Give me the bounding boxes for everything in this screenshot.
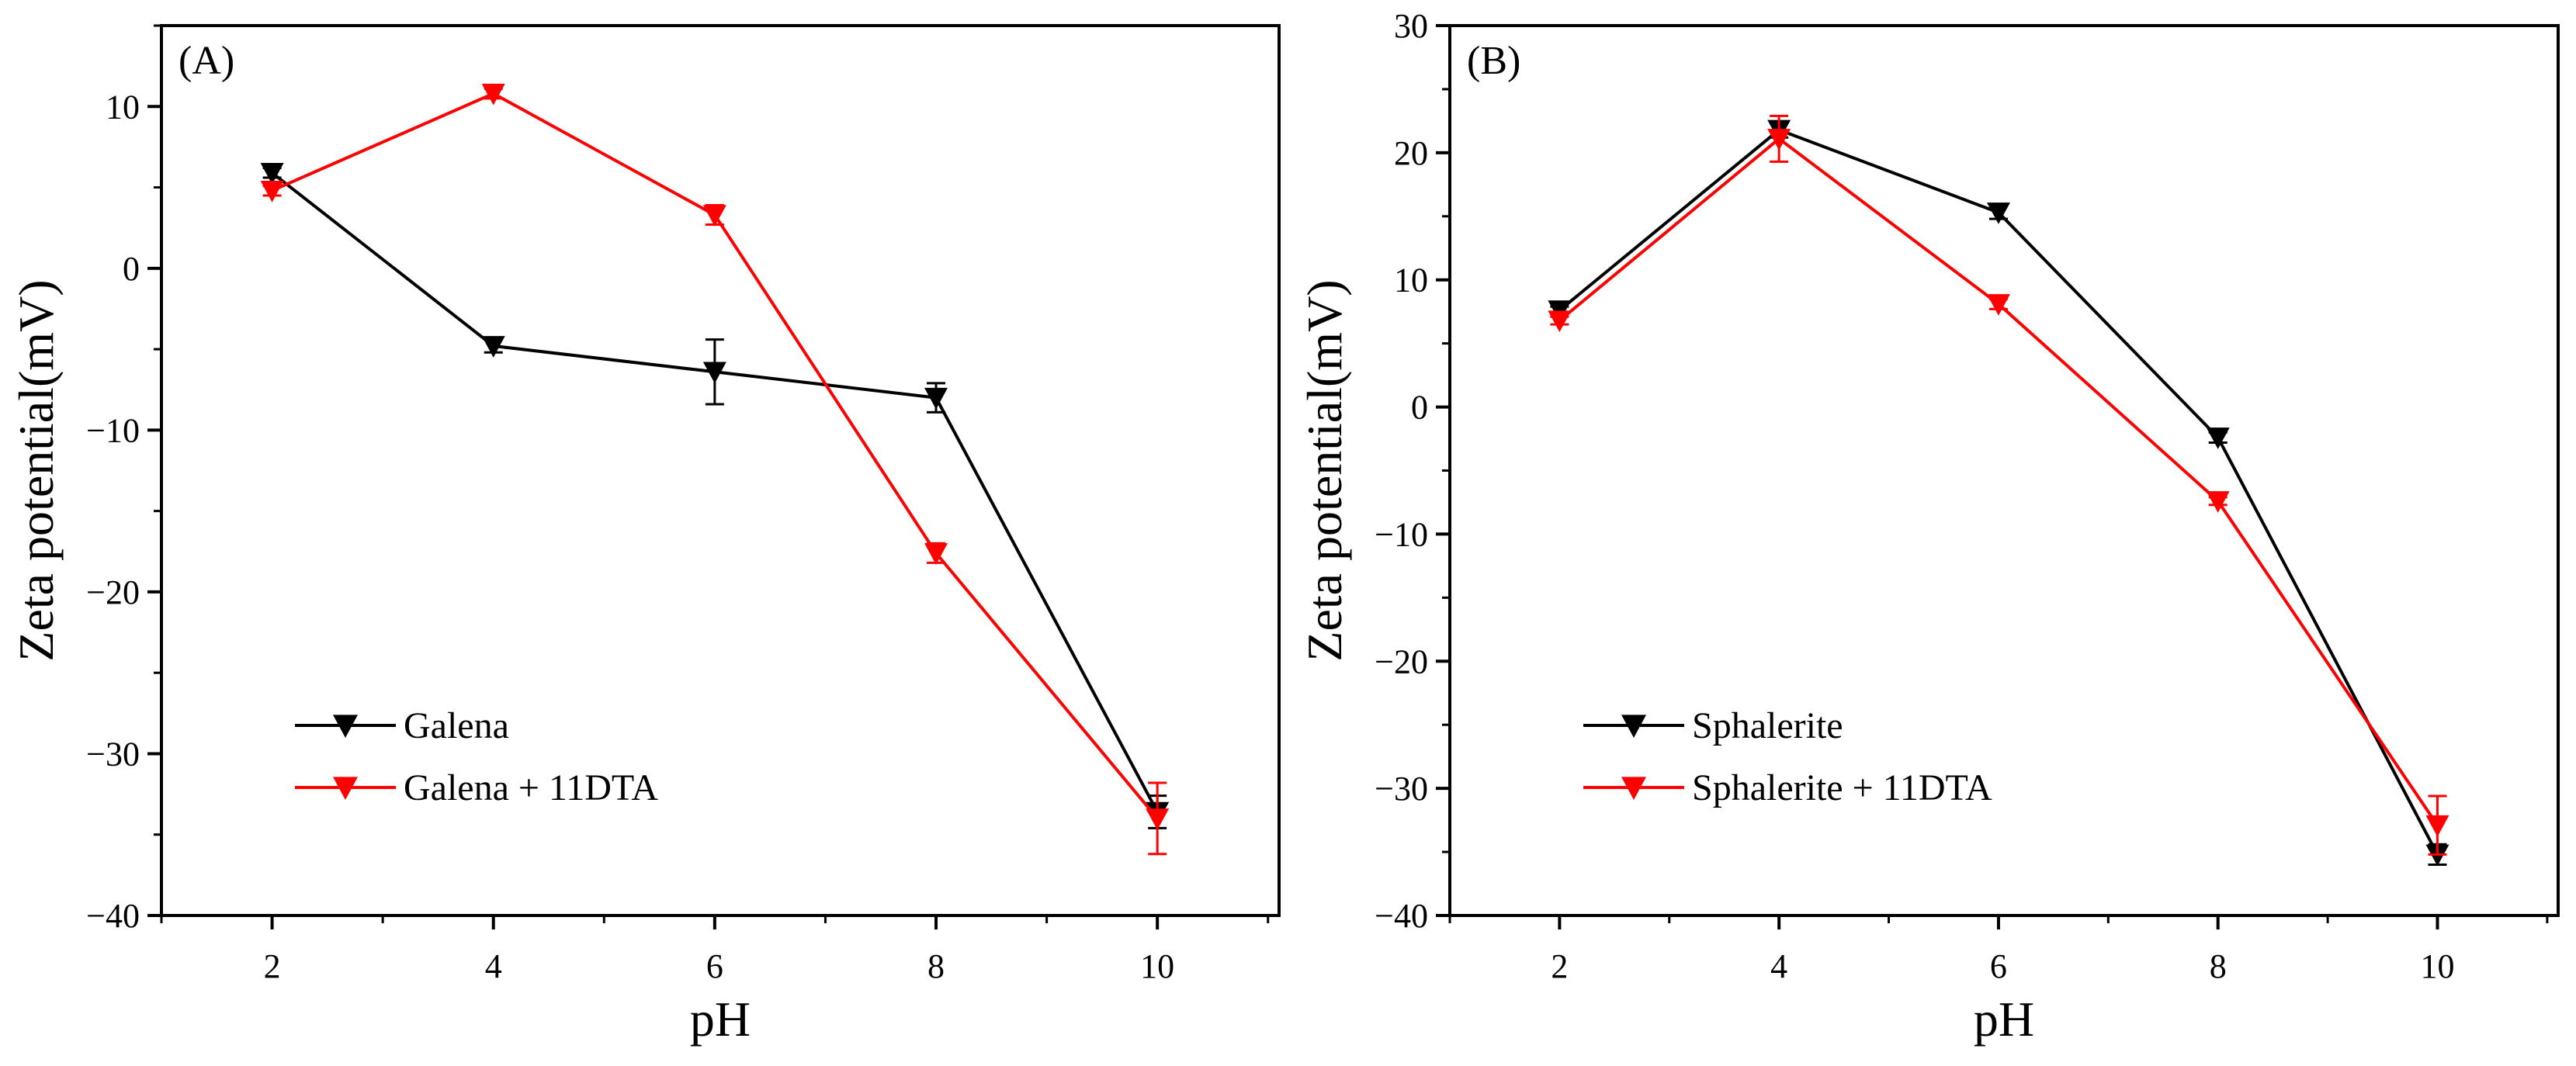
y-tick-label: −30 <box>86 735 140 773</box>
data-point-marker <box>2206 427 2230 449</box>
series-bare: Galena <box>260 163 1170 829</box>
legend-marker <box>1621 715 1646 738</box>
x-tick-label: 8 <box>927 947 945 985</box>
data-point-marker <box>260 180 284 202</box>
y-tick-label: −10 <box>1375 515 1428 553</box>
y-tick-label: −30 <box>1375 770 1428 808</box>
y-tick-label: −40 <box>1375 897 1428 935</box>
y-tick-label: −20 <box>86 573 140 611</box>
y-tick-label: −40 <box>86 897 140 935</box>
x-axis-title: pH <box>1974 992 2034 1047</box>
x-tick-label: 10 <box>2420 947 2454 985</box>
data-point-marker <box>481 336 505 358</box>
data-point-marker <box>1146 808 1170 830</box>
panel-label: (A) <box>179 39 234 83</box>
y-tick-label: 20 <box>1394 134 1428 172</box>
y-tick-label: 30 <box>1394 7 1428 45</box>
data-point-marker <box>702 362 726 384</box>
data-point-marker <box>2206 491 2230 513</box>
y-tick-label: −10 <box>86 411 140 449</box>
legend-marker <box>333 715 358 738</box>
data-point-marker <box>260 163 284 185</box>
data-point-marker <box>924 387 948 410</box>
series-with-11dta: Galena + 11DTA <box>260 83 1170 856</box>
data-point-marker <box>2425 815 2449 837</box>
y-tick-label: 10 <box>106 88 140 126</box>
x-tick-label: 4 <box>1770 947 1787 985</box>
data-point-marker <box>702 205 726 227</box>
y-axis-title: Zeta potential(mV) <box>9 279 64 661</box>
x-tick-label: 10 <box>1140 947 1174 985</box>
plot-frame <box>160 24 1281 917</box>
y-tick-label: −20 <box>1375 642 1428 680</box>
plot-frame <box>1448 24 2560 917</box>
data-point-marker <box>1548 310 1572 333</box>
x-tick-label: 8 <box>2210 947 2227 985</box>
panel-label: (B) <box>1467 39 1520 83</box>
data-point-marker <box>1986 294 2010 316</box>
legend-label: Sphalerite + 11DTA <box>1692 767 1992 808</box>
series-with-11dta: Sphalerite + 11DTA <box>1548 114 2449 856</box>
y-axis-title: Zeta potential(mV) <box>1297 279 1352 661</box>
legend-label: Galena + 11DTA <box>404 767 658 808</box>
x-axis-title: pH <box>690 992 751 1047</box>
y-tick-label: 10 <box>1394 261 1428 299</box>
y-tick-label: 0 <box>123 250 140 288</box>
panel-a: 2 4 6 8 10 10 0 −10 −20 −30 −40 pH Zeta potential(mV… <box>9 24 1281 1047</box>
data-point-marker <box>924 543 948 565</box>
x-tick-label: 6 <box>1990 947 2007 985</box>
legend-label: Sphalerite <box>1692 705 1843 746</box>
y-tick-label: 0 <box>1411 389 1428 427</box>
series-bare: Sphalerite <box>1548 119 2449 867</box>
panel-b: 2 4 6 8 10 30 20 10 0 −10 −20 −30 −40 pH Zeta potentia… <box>1297 7 2560 1047</box>
x-tick-label: 2 <box>264 947 281 985</box>
legend-label: Galena <box>404 705 509 746</box>
x-tick-label: 2 <box>1551 947 1568 985</box>
data-point-marker <box>1767 129 1791 151</box>
x-tick-label: 6 <box>706 947 723 985</box>
legend-marker <box>333 777 358 800</box>
legend-marker <box>1621 777 1646 800</box>
data-point-marker <box>481 83 505 106</box>
x-tick-label: 4 <box>485 947 502 985</box>
data-point-marker <box>1986 202 2010 224</box>
